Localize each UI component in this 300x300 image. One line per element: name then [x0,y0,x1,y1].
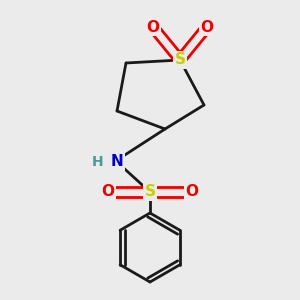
Text: S: S [145,184,155,200]
Text: O: O [101,184,115,200]
Text: N: N [111,154,123,169]
Text: O: O [146,20,160,34]
Text: S: S [175,52,185,68]
Text: O: O [185,184,199,200]
Text: H: H [92,155,103,169]
Text: O: O [200,20,214,34]
